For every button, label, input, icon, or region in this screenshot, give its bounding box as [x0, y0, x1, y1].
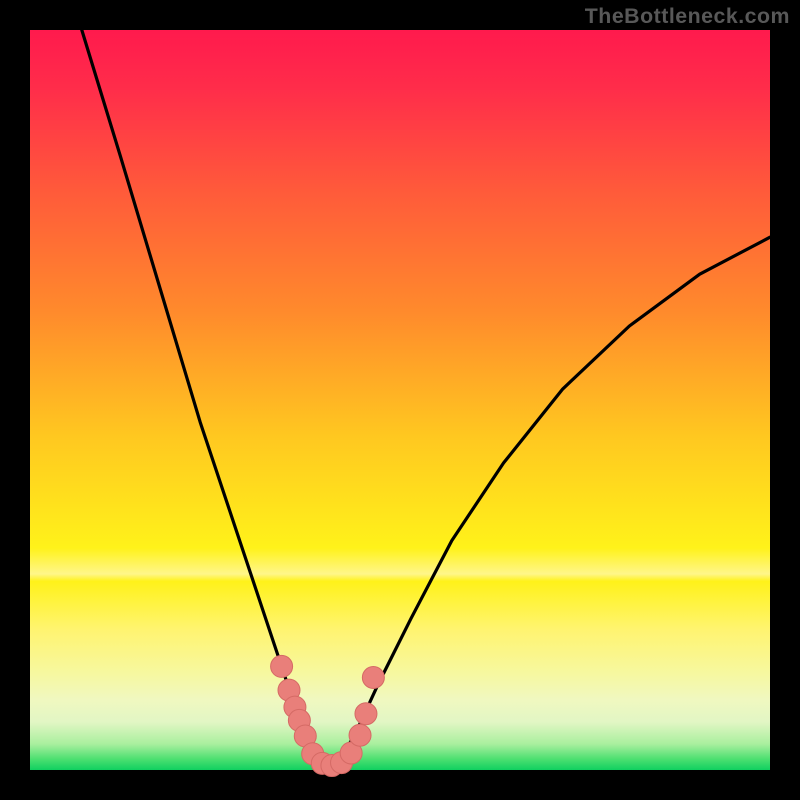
data-marker — [362, 667, 384, 689]
bottleneck-chart: TheBottleneck.com — [0, 0, 800, 800]
plot-background — [30, 30, 770, 770]
data-marker — [271, 655, 293, 677]
watermark-text: TheBottleneck.com — [585, 4, 790, 29]
data-marker — [349, 724, 371, 746]
chart-svg — [0, 0, 800, 800]
data-marker — [355, 703, 377, 725]
